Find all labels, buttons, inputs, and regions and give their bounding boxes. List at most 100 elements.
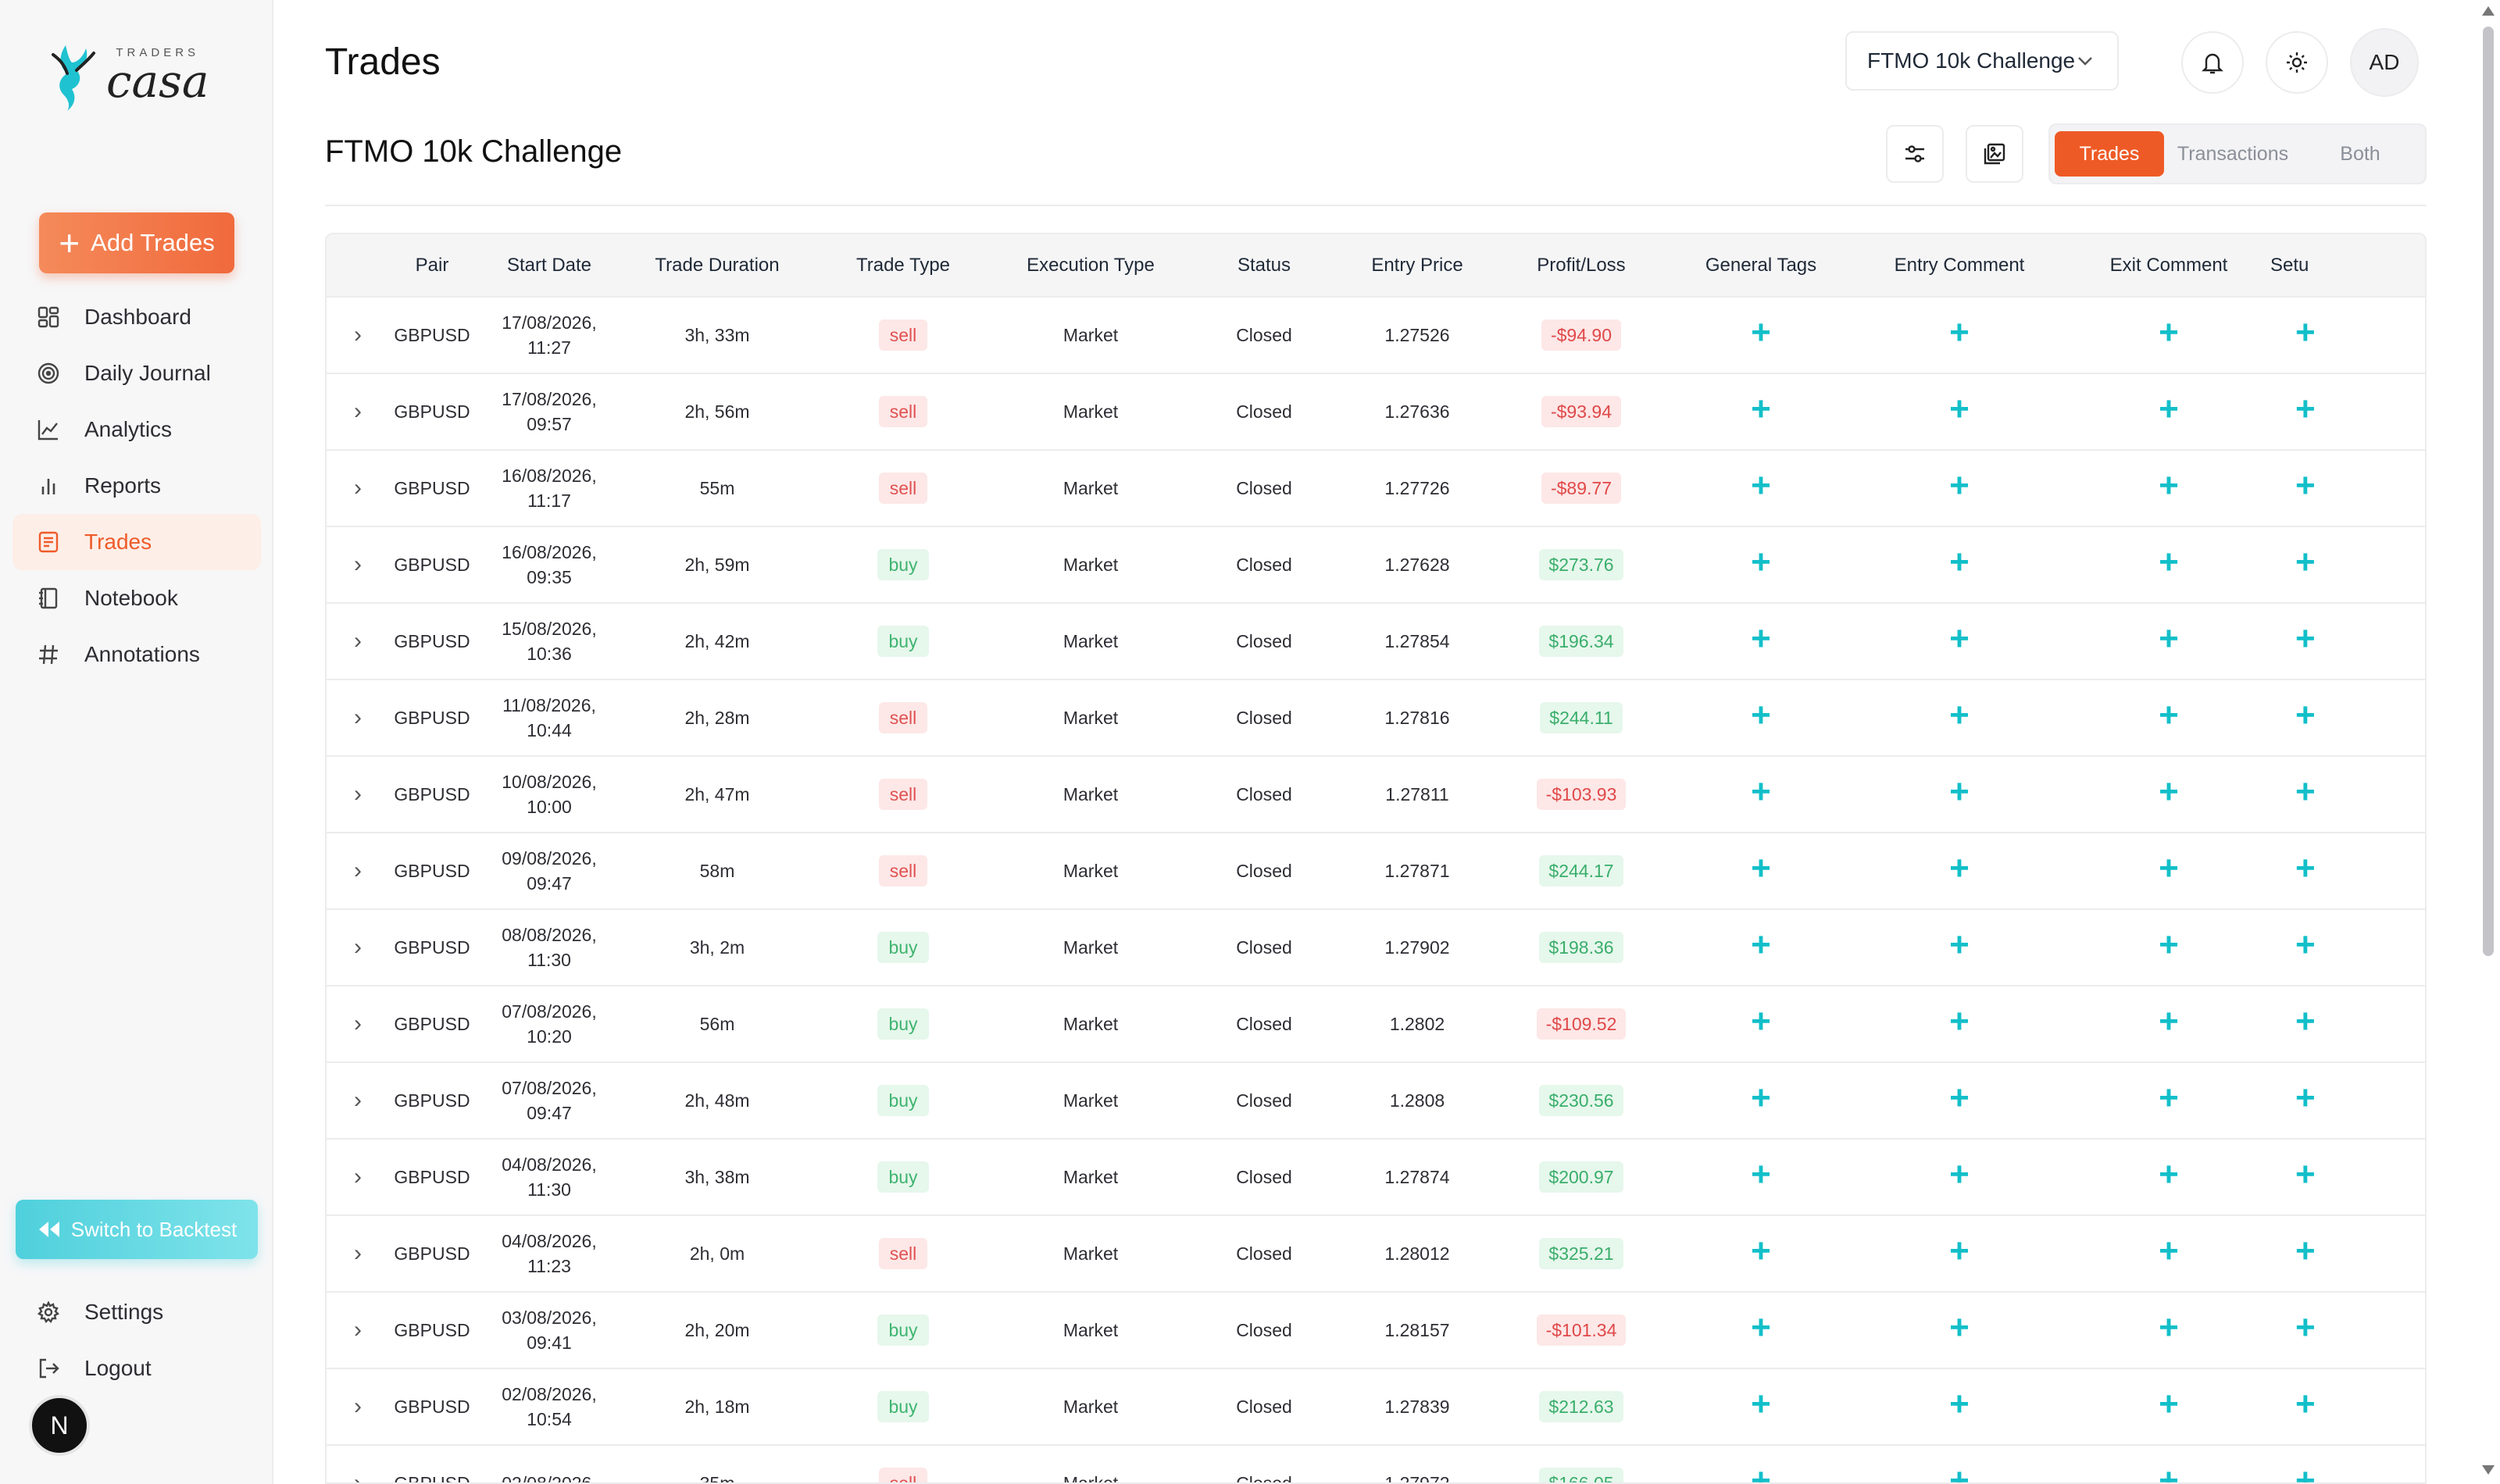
chevron-right-icon[interactable]: › xyxy=(354,1163,362,1190)
table-row[interactable]: › GBPUSD 04/08/2026, 11:30 3h, 38m buy Market… xyxy=(327,1139,2425,1216)
add-setup-plus-icon[interactable]: + xyxy=(2295,1001,2316,1040)
chevron-right-icon[interactable]: › xyxy=(354,1393,362,1419)
expand-row-cell[interactable]: › xyxy=(327,1139,389,1216)
sidebar-item-logout[interactable]: Logout xyxy=(12,1340,261,1397)
chevron-right-icon[interactable]: › xyxy=(354,321,362,348)
add-exit-comment-plus-icon[interactable]: + xyxy=(2159,1231,2179,1270)
add-setup-plus-icon[interactable]: + xyxy=(2295,619,2316,658)
tab-trades[interactable]: Trades xyxy=(2055,131,2164,177)
chevron-right-icon[interactable]: › xyxy=(354,933,362,960)
chevron-right-icon[interactable]: › xyxy=(354,704,362,730)
add-setup-plus-icon[interactable]: + xyxy=(2295,1154,2316,1193)
chevron-right-icon[interactable]: › xyxy=(354,551,362,577)
add-trades-button[interactable]: + Add Trades xyxy=(39,212,234,273)
expand-row-cell[interactable]: › xyxy=(327,1215,389,1293)
expand-row-cell[interactable]: › xyxy=(327,833,389,910)
add-exit-comment-plus-icon[interactable]: + xyxy=(2159,1001,2179,1040)
add-exit-comment-plus-icon[interactable]: + xyxy=(2159,619,2179,658)
add-tag-plus-icon[interactable]: + xyxy=(1751,619,1771,658)
column-header[interactable]: Profit/Loss xyxy=(1492,234,1670,298)
add-setup-plus-icon[interactable]: + xyxy=(2295,312,2316,351)
user-avatar-header[interactable]: AD xyxy=(2350,28,2419,97)
expand-row-cell[interactable]: › xyxy=(327,1368,389,1446)
brand-logo[interactable]: TRADERS casa xyxy=(48,39,209,111)
column-header[interactable]: Trade Type xyxy=(811,234,995,298)
table-row[interactable]: › GBPUSD 02/08/2026, 35m sell Market Closed 1.2… xyxy=(327,1445,2425,1484)
add-setup-plus-icon[interactable]: + xyxy=(2295,695,2316,734)
sidebar-item-analytics[interactable]: Analytics xyxy=(12,401,261,458)
add-exit-comment-plus-icon[interactable]: + xyxy=(2159,312,2179,351)
column-header[interactable]: General Tags xyxy=(1670,234,1852,298)
table-row[interactable]: › GBPUSD 02/08/2026, 10:54 2h, 18m buy Market… xyxy=(327,1368,2425,1446)
sidebar-item-daily-journal[interactable]: Daily Journal xyxy=(12,345,261,401)
add-exit-comment-plus-icon[interactable]: + xyxy=(2159,1078,2179,1117)
add-setup-plus-icon[interactable]: + xyxy=(2295,772,2316,811)
expand-row-cell[interactable]: › xyxy=(327,1292,389,1369)
tab-both[interactable]: Both xyxy=(2340,142,2380,165)
table-row[interactable]: › GBPUSD 09/08/2026, 09:47 58m sell Market Clo… xyxy=(327,833,2425,910)
expand-row-cell[interactable]: › xyxy=(327,756,389,833)
add-exit-comment-plus-icon[interactable]: + xyxy=(2159,1154,2179,1193)
add-tag-plus-icon[interactable]: + xyxy=(1751,1384,1771,1423)
expand-row-cell[interactable]: › xyxy=(327,450,389,527)
sidebar-item-trades[interactable]: Trades xyxy=(12,514,261,570)
column-header[interactable]: Setu xyxy=(2270,234,2425,298)
add-entry-comment-plus-icon[interactable]: + xyxy=(1949,542,1970,581)
chevron-right-icon[interactable]: › xyxy=(354,627,362,654)
table-row[interactable]: › GBPUSD 03/08/2026, 09:41 2h, 20m buy Market… xyxy=(327,1292,2425,1369)
add-exit-comment-plus-icon[interactable]: + xyxy=(2159,542,2179,581)
table-row[interactable]: › GBPUSD 04/08/2026, 11:23 2h, 0m sell Market… xyxy=(327,1215,2425,1293)
expand-row-cell[interactable]: › xyxy=(327,526,389,604)
theme-toggle-button[interactable] xyxy=(2266,31,2328,94)
add-exit-comment-plus-icon[interactable]: + xyxy=(2159,772,2179,811)
column-header[interactable]: Trade Duration xyxy=(623,234,811,298)
table-row[interactable]: › GBPUSD 08/08/2026, 11:30 3h, 2m buy Market C… xyxy=(327,909,2425,986)
add-setup-plus-icon[interactable]: + xyxy=(2295,542,2316,581)
add-exit-comment-plus-icon[interactable]: + xyxy=(2159,389,2179,428)
add-tag-plus-icon[interactable]: + xyxy=(1751,1307,1771,1347)
page-scrollbar[interactable] xyxy=(2477,0,2500,1484)
tab-transactions[interactable]: Transactions xyxy=(2177,142,2289,165)
expand-row-cell[interactable]: › xyxy=(327,297,389,374)
sidebar-item-reports[interactable]: Reports xyxy=(12,458,261,514)
column-header[interactable]: Pair xyxy=(389,234,475,298)
add-entry-comment-plus-icon[interactable]: + xyxy=(1949,1154,1970,1193)
table-row[interactable]: › GBPUSD 11/08/2026, 10:44 2h, 28m sell Marke… xyxy=(327,680,2425,757)
add-entry-comment-plus-icon[interactable]: + xyxy=(1949,1001,1970,1040)
chevron-right-icon[interactable]: › xyxy=(354,398,362,424)
add-entry-comment-plus-icon[interactable]: + xyxy=(1949,1078,1970,1117)
add-setup-plus-icon[interactable]: + xyxy=(2295,848,2316,887)
table-row[interactable]: › GBPUSD 07/08/2026, 09:47 2h, 48m buy Market… xyxy=(327,1062,2425,1140)
add-entry-comment-plus-icon[interactable]: + xyxy=(1949,925,1970,964)
add-entry-comment-plus-icon[interactable]: + xyxy=(1949,1384,1970,1423)
table-row[interactable]: › GBPUSD 16/08/2026, 11:17 55m sell Market Clo… xyxy=(327,450,2425,527)
chevron-right-icon[interactable]: › xyxy=(354,1316,362,1343)
add-setup-plus-icon[interactable]: + xyxy=(2295,466,2316,505)
expand-row-cell[interactable]: › xyxy=(327,373,389,451)
add-entry-comment-plus-icon[interactable]: + xyxy=(1949,389,1970,428)
column-header[interactable]: Execution Type xyxy=(995,234,1186,298)
expand-row-cell[interactable]: › xyxy=(327,680,389,757)
add-entry-comment-plus-icon[interactable]: + xyxy=(1949,1307,1970,1347)
scroll-thumb[interactable] xyxy=(2483,27,2494,956)
add-tag-plus-icon[interactable]: + xyxy=(1751,542,1771,581)
sidebar-item-annotations[interactable]: Annotations xyxy=(12,626,261,683)
add-exit-comment-plus-icon[interactable]: + xyxy=(2159,695,2179,734)
table-row[interactable]: › GBPUSD 07/08/2026, 10:20 56m buy Market Clos… xyxy=(327,986,2425,1063)
table-row[interactable]: › GBPUSD 17/08/2026, 09:57 2h, 56m sell Marke… xyxy=(327,373,2425,451)
add-setup-plus-icon[interactable]: + xyxy=(2295,925,2316,964)
switch-to-backtest-button[interactable]: Switch to Backtest xyxy=(16,1200,258,1259)
chevron-right-icon[interactable]: › xyxy=(354,1240,362,1266)
add-tag-plus-icon[interactable]: + xyxy=(1751,695,1771,734)
add-tag-plus-icon[interactable]: + xyxy=(1751,848,1771,887)
sidebar-item-notebook[interactable]: Notebook xyxy=(12,570,261,626)
column-header[interactable]: Entry Comment xyxy=(1852,234,2067,298)
add-exit-comment-plus-icon[interactable]: + xyxy=(2159,925,2179,964)
chevron-right-icon[interactable]: › xyxy=(354,1010,362,1036)
add-exit-comment-plus-icon[interactable]: + xyxy=(2159,1461,2179,1484)
column-header[interactable]: Start Date xyxy=(475,234,623,298)
column-header[interactable]: Entry Price xyxy=(1342,234,1492,298)
scroll-up-arrow[interactable] xyxy=(2482,6,2495,16)
add-tag-plus-icon[interactable]: + xyxy=(1751,466,1771,505)
expand-row-cell[interactable]: › xyxy=(327,1062,389,1140)
